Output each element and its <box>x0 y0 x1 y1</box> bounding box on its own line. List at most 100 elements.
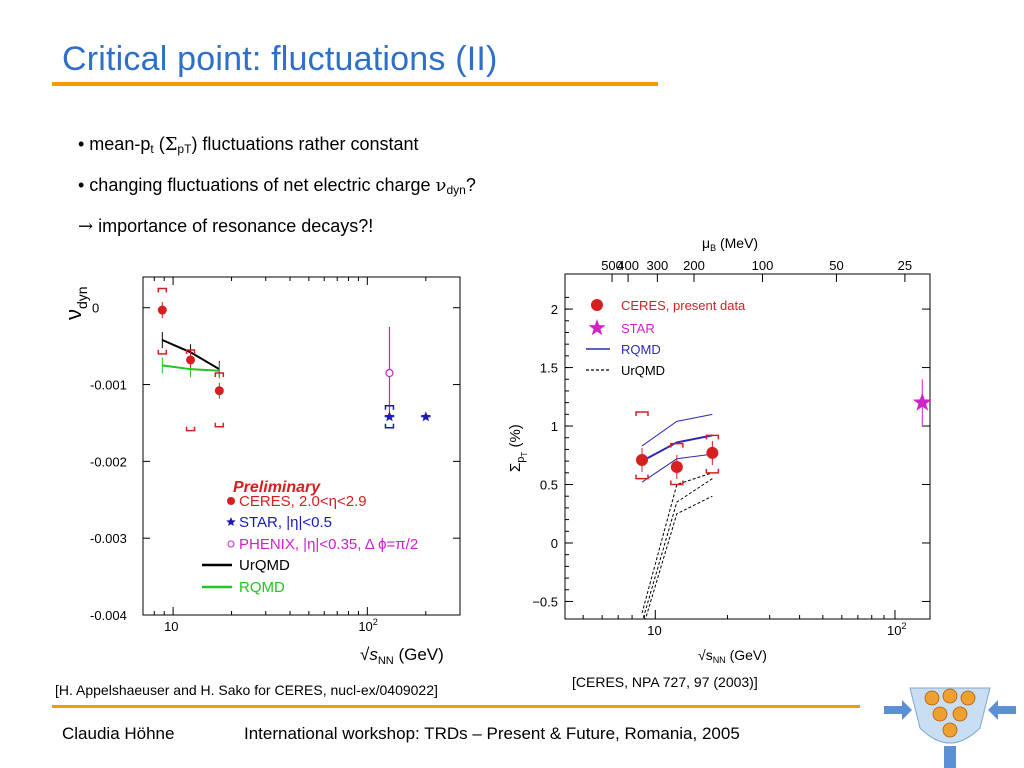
footer-event: International workshop: TRDs – Present &… <box>244 724 740 743</box>
ceres-sys-lower <box>705 468 720 474</box>
y-tick-label: −0.5 <box>532 594 558 609</box>
y-tick-label: -0.001 <box>90 378 127 393</box>
legend-entry: STAR <box>621 321 655 336</box>
chart-frame <box>564 273 931 620</box>
x-tick-label: 10 <box>647 623 661 638</box>
ceres-point <box>670 460 683 473</box>
chart-frame <box>142 276 461 616</box>
footer-author: Claudia Höhne <box>62 724 175 743</box>
legend-marker <box>591 299 603 311</box>
legend-marker <box>226 517 236 526</box>
bullet-mean-pt: • mean-pt (ΣpT) fluctuations rather cons… <box>78 124 476 165</box>
y-tick-label: -0.002 <box>90 454 127 469</box>
y-tick-label: 2 <box>551 302 558 317</box>
ceres-point <box>157 305 167 315</box>
legend-marker <box>588 319 606 336</box>
ceres-sys-upper <box>214 372 225 378</box>
ceres-sys-lower <box>157 349 168 355</box>
y-tick-label: 0 <box>92 301 99 316</box>
top-tick-label: 25 <box>898 258 912 273</box>
ceres-sys-lower <box>214 422 225 428</box>
y-tick-label: 0 <box>551 536 558 551</box>
legend-entry: RQMD <box>239 579 285 596</box>
urqmd-line <box>642 478 713 619</box>
legend-entry: PHENIX, |η|<0.35, Δ ϕ=π/2 <box>239 536 418 553</box>
bullet-2-prefix: • changing fluctuations of net electric … <box>78 175 436 195</box>
ceres-sys-upper <box>705 434 720 440</box>
legend-entry: CERES, 2.0<η<2.9 <box>239 493 367 510</box>
ceres-sys-lower <box>185 426 196 432</box>
bullet-1-sub2: pT <box>177 142 192 156</box>
bullet-2-suffix: ? <box>465 175 476 195</box>
urqmd-line <box>644 495 713 619</box>
bullet-2-nu: ν <box>435 175 447 196</box>
x-axis-label: √sNN (GeV) <box>360 645 444 667</box>
bullet-list: • mean-pt (ΣpT) fluctuations rather cons… <box>78 124 476 247</box>
bullet-resonance: → importance of resonance decays?! <box>78 206 476 247</box>
ceres-sys-lower <box>670 480 684 486</box>
ceres-point <box>706 446 719 459</box>
star-point <box>420 411 431 422</box>
y-tick-label: -0.003 <box>90 531 127 546</box>
top-tick-label: 200 <box>683 258 705 273</box>
x-axis-label: √sNN (GeV) <box>698 647 767 665</box>
star-sys-lower <box>384 423 395 429</box>
legend-marker <box>227 497 235 505</box>
legend-title: Preliminary <box>233 479 321 496</box>
caption-left: [H. Appelshaeuser and H. Sako for CERES,… <box>55 682 438 698</box>
x-tick-label: 102 <box>887 621 906 638</box>
caption-right: [CERES, NPA 727, 97 (2003)] <box>572 674 758 690</box>
bullet-2-sub: dyn <box>446 183 466 197</box>
slide-title: Critical point: fluctuations (II) <box>62 40 498 78</box>
star-point <box>912 392 932 411</box>
star-point <box>384 411 395 422</box>
y-tick-label: 1 <box>551 419 558 434</box>
star-sys-upper <box>384 405 395 410</box>
legend-marker <box>227 540 235 548</box>
y-axis-label: νdyn <box>61 286 90 320</box>
ceres-point <box>635 453 648 466</box>
legend-entry: STAR, |η|<0.5 <box>239 514 332 531</box>
footer-rule <box>52 705 860 708</box>
ceres-sys-upper <box>670 442 684 448</box>
ceres-sys-upper <box>635 411 649 416</box>
arrow-icon: → <box>78 216 94 237</box>
top-tick-label: 100 <box>752 258 774 273</box>
bullet-1-prefix: • mean-p <box>78 134 151 154</box>
title-rule <box>52 82 658 86</box>
rqmd-line <box>641 434 713 462</box>
legend-entry: RQMD <box>621 342 661 357</box>
ceres-point <box>214 386 224 396</box>
top-tick-label: 400 <box>617 258 639 273</box>
detector-logo-icon <box>884 687 1016 768</box>
ceres-sys-upper <box>185 349 196 354</box>
nu-dyn-chart: νdyn 0 -0.001 -0.002 -0.003 -0.004 10 102 Prel… <box>61 276 461 667</box>
top-tick-label: 300 <box>647 258 669 273</box>
x-tick-label: 102 <box>358 617 377 634</box>
ceres-sys-lower <box>635 474 649 480</box>
urqmd-line <box>641 472 713 614</box>
top-tick-label: 50 <box>829 258 843 273</box>
ceres-point <box>186 355 196 365</box>
bullet-1-suffix: ) fluctuations rather constant <box>191 134 419 154</box>
y-tick-label: -0.004 <box>90 608 127 623</box>
phenix-point <box>385 368 394 378</box>
legend-entry: UrQMD <box>239 557 290 574</box>
bullet-1-sub1: t <box>150 142 154 156</box>
x-tick-label: 10 <box>164 619 178 634</box>
urqmd-band <box>641 472 713 619</box>
y-tick-label: 0.5 <box>540 478 558 493</box>
bullet-1-mid: ( <box>153 134 165 154</box>
y-axis-label: ΣpT (%) <box>507 424 529 472</box>
bullet-3-text: importance of resonance decays?! <box>93 216 374 236</box>
rqmd-line <box>641 413 713 447</box>
bullet-net-charge: • changing fluctuations of net electric … <box>78 165 476 206</box>
bullet-1-sigma: Σ <box>164 134 178 155</box>
y-tick-label: 1.5 <box>540 361 558 376</box>
legend-entry: UrQMD <box>621 363 665 378</box>
top-axis-label: μB (MeV) <box>702 235 758 253</box>
ceres-sys-upper <box>157 287 168 293</box>
top-tick-label: 500 <box>601 258 623 273</box>
legend-entry: CERES, present data <box>621 298 746 313</box>
